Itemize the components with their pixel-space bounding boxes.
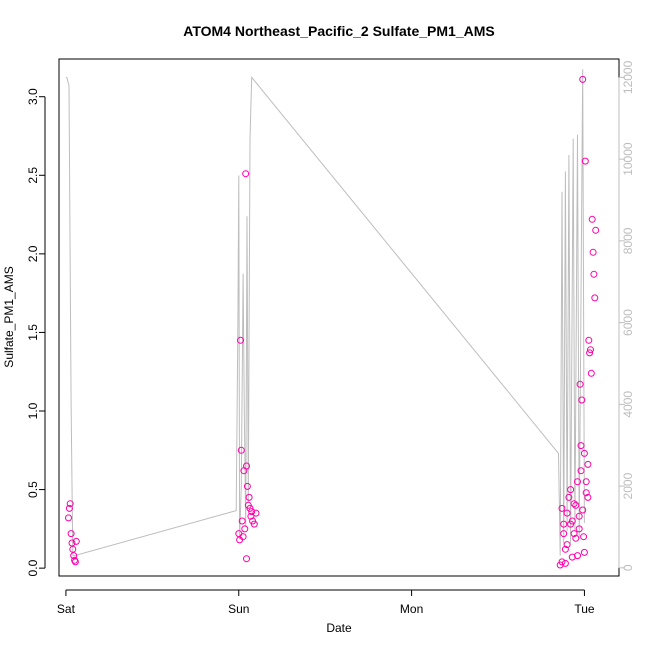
x-tick-label-0: Sat <box>57 602 76 616</box>
data-point-6 <box>70 552 78 560</box>
y-tick-label-5: 2.5 <box>26 167 40 184</box>
data-point-42 <box>576 380 584 388</box>
data-point-69 <box>568 553 576 561</box>
data-point-55 <box>588 215 596 223</box>
altitude-line-series <box>65 69 585 557</box>
data-point-1 <box>65 504 73 512</box>
data-point-49 <box>582 478 590 486</box>
y-tick-label-2: 1.0 <box>26 402 40 419</box>
x-tick-label-3: Tue <box>574 602 595 616</box>
data-point-73 <box>579 506 587 514</box>
data-point-71 <box>572 534 580 542</box>
data-point-0 <box>65 514 72 522</box>
sulfate-points-series <box>65 75 600 569</box>
data-point-29 <box>243 555 250 563</box>
data-point-8 <box>71 558 79 566</box>
data-point-36 <box>567 486 575 494</box>
data-point-65 <box>574 478 581 486</box>
y2-tick-label-0: 0 <box>621 564 635 571</box>
data-point-9 <box>72 537 80 545</box>
data-point-33 <box>561 545 569 553</box>
data-point-44 <box>578 396 586 404</box>
data-point-61 <box>560 530 568 538</box>
data-point-64 <box>570 500 578 508</box>
data-point-15 <box>243 462 250 470</box>
data-point-14 <box>242 170 250 178</box>
data-point-10 <box>237 336 244 344</box>
data-point-47 <box>580 548 588 556</box>
y-tick-label-3: 1.5 <box>26 324 40 341</box>
y-tick-label-0: 0.0 <box>26 559 40 576</box>
data-point-53 <box>587 346 594 354</box>
data-point-34 <box>563 509 571 517</box>
data-point-32 <box>560 520 568 528</box>
data-point-60 <box>558 504 566 512</box>
data-point-62 <box>563 541 571 549</box>
right-y-axis: 0 2000 4000 6000 8000 10000 12000 <box>618 60 635 571</box>
data-point-24 <box>252 509 260 517</box>
data-point-31 <box>558 558 566 566</box>
data-point-28 <box>241 525 249 533</box>
data-point-46 <box>580 533 588 541</box>
x-axis: Sat Sun Mon Tue <box>57 589 595 616</box>
data-point-39 <box>572 501 580 509</box>
data-point-38 <box>570 530 578 538</box>
y-axis: 0.0 0.5 1.0 1.5 2.0 2.5 3.0 <box>26 88 46 576</box>
data-point-51 <box>585 336 593 344</box>
data-point-2 <box>66 500 74 508</box>
data-point-57 <box>590 270 598 278</box>
data-point-74 <box>582 489 590 497</box>
y2-tick-label-5: 10000 <box>621 142 635 176</box>
data-point-21 <box>248 508 256 516</box>
data-point-48 <box>581 157 589 165</box>
y-tick-label-4: 2.0 <box>26 245 40 262</box>
data-point-35 <box>565 493 573 501</box>
data-point-72 <box>575 525 583 533</box>
x-tick-label-2: Mon <box>400 602 423 616</box>
y2-tick-label-1: 2000 <box>621 472 635 499</box>
y-tick-label-6: 3.0 <box>26 88 40 105</box>
data-point-43 <box>577 442 585 450</box>
data-point-20 <box>247 512 255 520</box>
altitude-line <box>65 69 585 557</box>
data-point-59 <box>592 226 600 234</box>
data-point-45 <box>579 75 587 83</box>
y-axis-label: Sulfate_PM1_AMS <box>2 266 16 367</box>
data-point-56 <box>589 248 597 256</box>
chart-title: ATOM4 Northeast_Pacific_2 Sulfate_PM1_AM… <box>183 23 494 39</box>
data-point-66 <box>577 467 585 475</box>
data-point-18 <box>245 493 253 501</box>
x-tick-label-1: Sun <box>228 602 249 616</box>
data-point-70 <box>561 559 569 567</box>
data-point-23 <box>250 520 258 528</box>
data-point-27 <box>239 533 247 541</box>
data-point-58 <box>591 294 599 302</box>
data-point-68 <box>584 460 592 468</box>
y2-tick-label-3: 6000 <box>621 309 635 336</box>
data-point-3 <box>67 530 75 538</box>
data-point-12 <box>238 517 246 525</box>
y2-tick-label-4: 8000 <box>621 227 635 254</box>
x-axis-label: Date <box>326 621 352 635</box>
data-point-41 <box>575 512 583 520</box>
data-point-50 <box>584 493 592 501</box>
data-point-67 <box>580 449 588 457</box>
y2-tick-label-6: 12000 <box>621 60 635 94</box>
y-tick-label-1: 0.5 <box>26 481 40 498</box>
y2-tick-label-2: 4000 <box>621 391 635 418</box>
data-point-52 <box>586 349 594 357</box>
data-point-16 <box>243 482 251 490</box>
data-point-54 <box>587 369 595 377</box>
data-point-11 <box>237 446 245 454</box>
data-point-63 <box>567 520 575 528</box>
